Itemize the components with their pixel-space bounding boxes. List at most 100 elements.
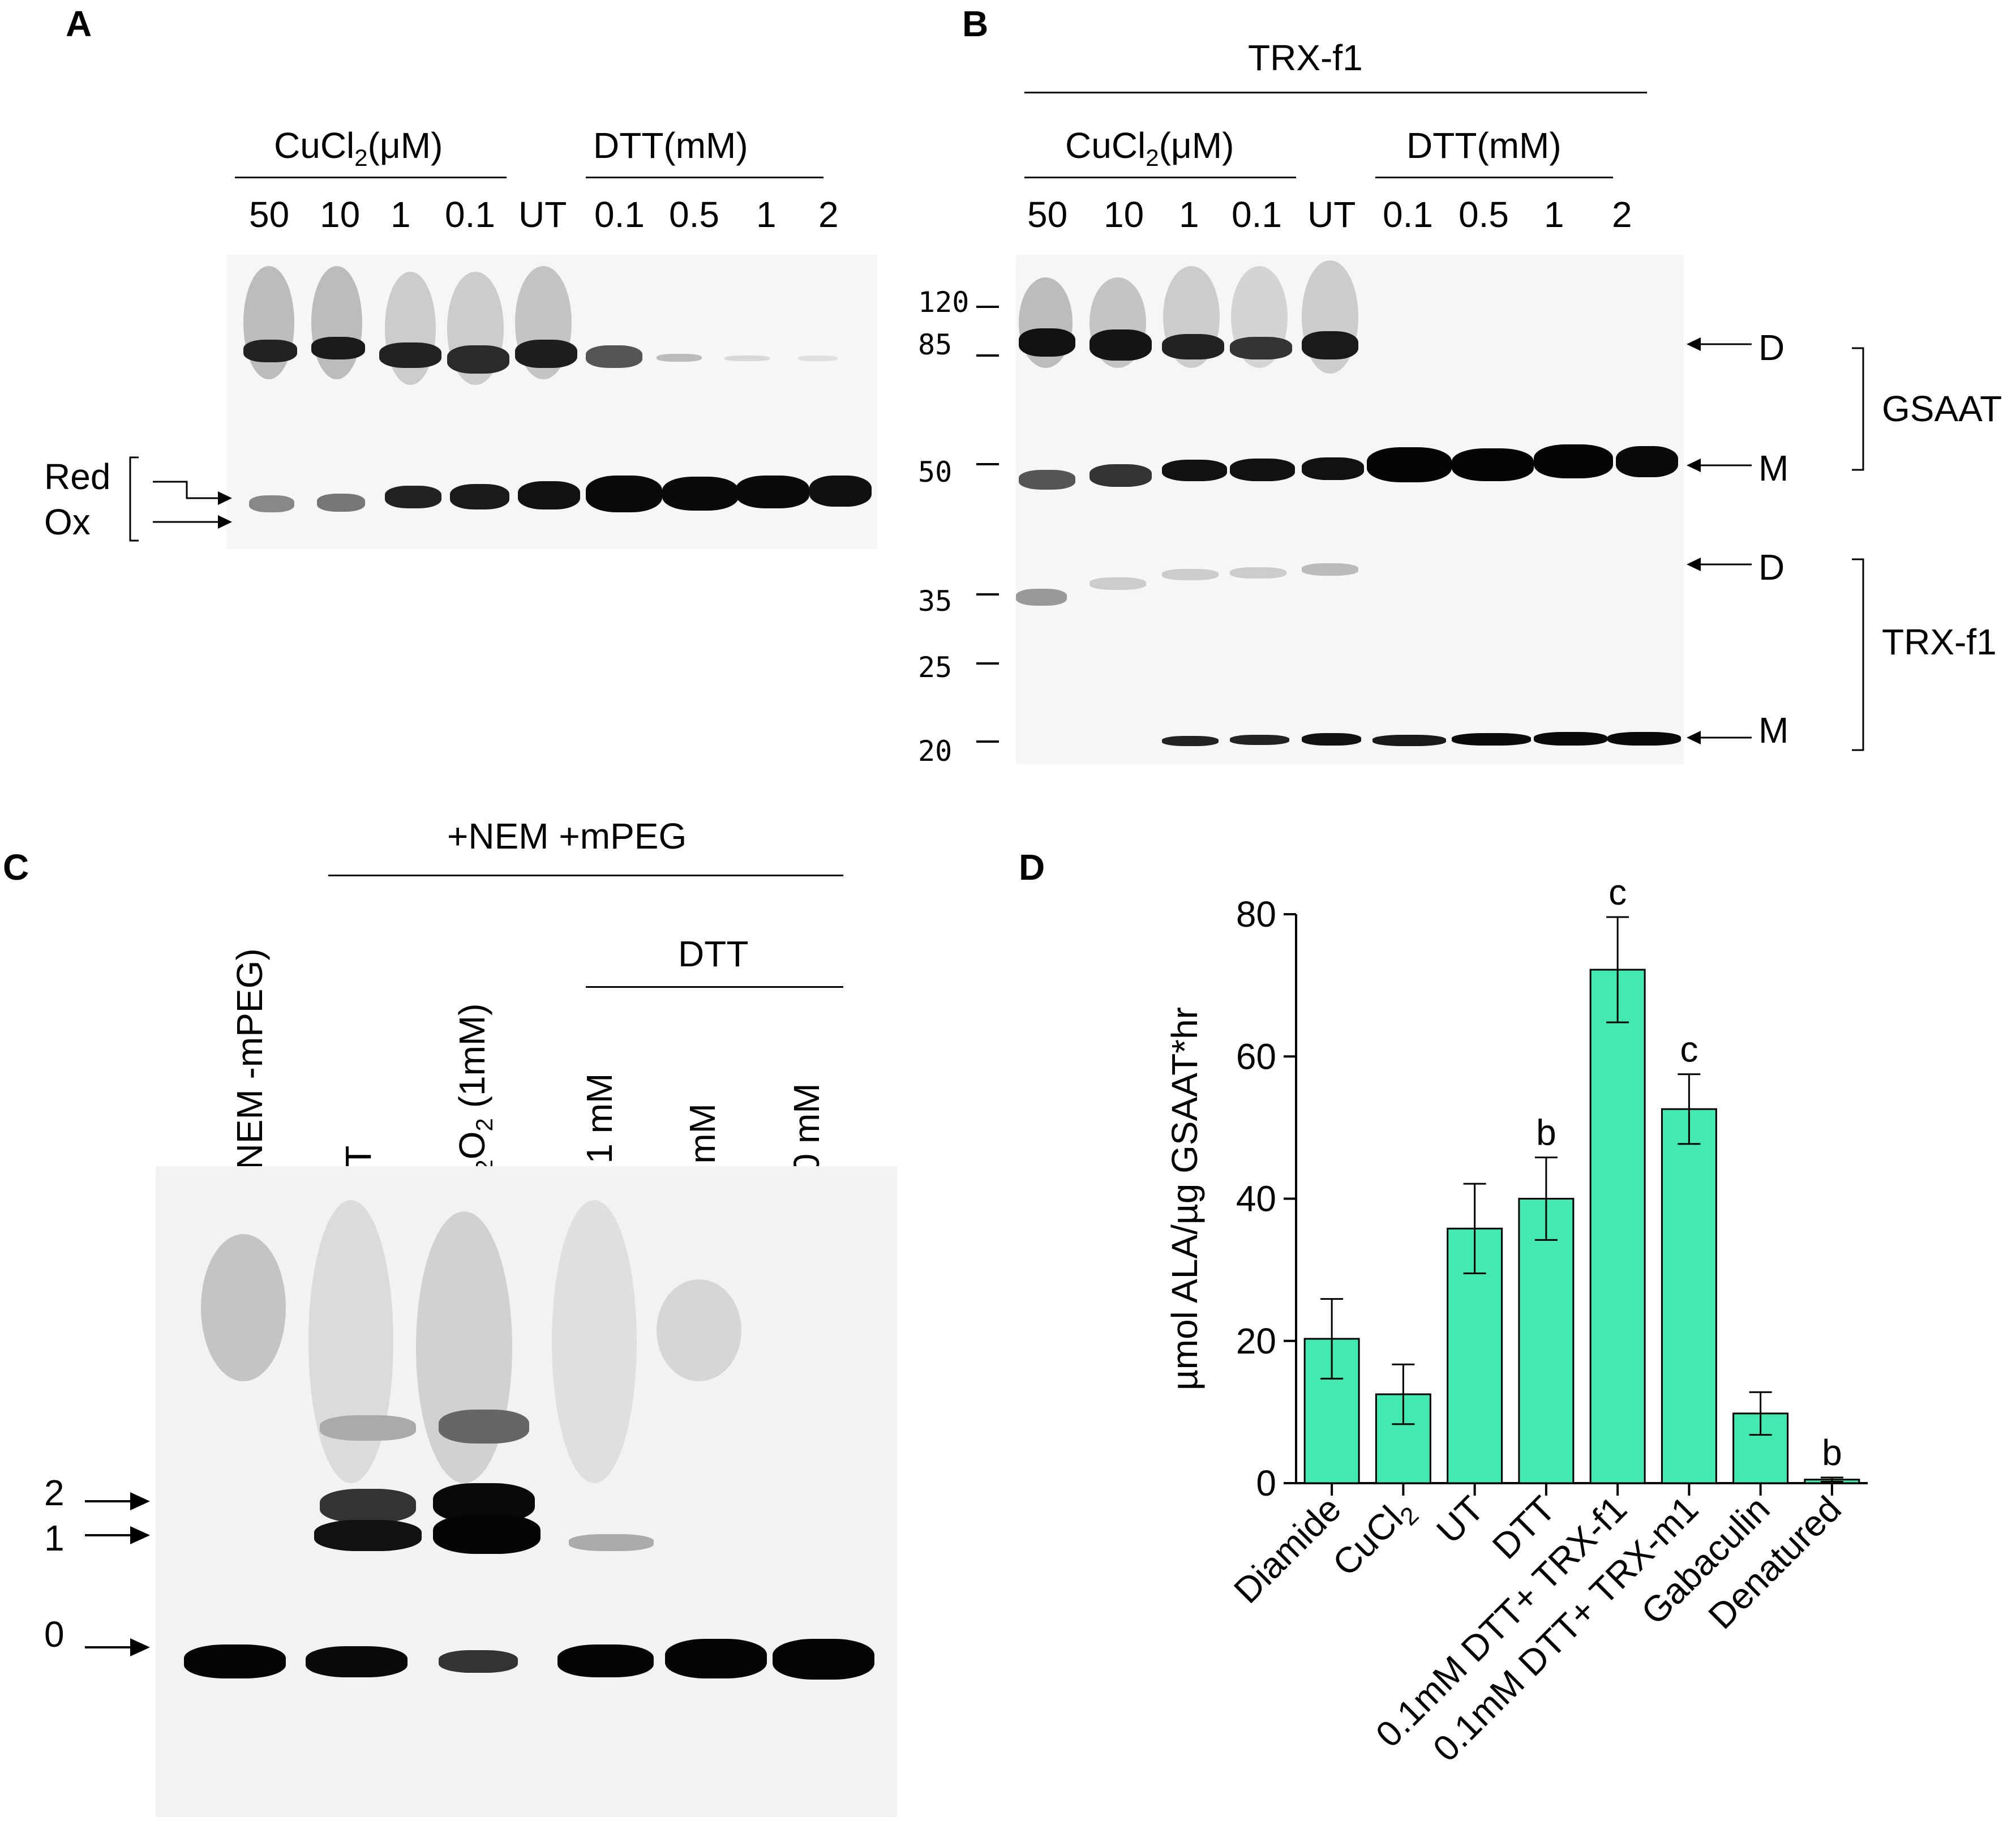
band [1452,448,1534,481]
y-axis-label: µmol ALA/µg GSAAT*hr [1164,1007,1205,1390]
panel-a-ox-label: Ox [44,502,91,542]
panel-c-arrows [85,1492,150,1656]
band [385,486,441,508]
mw-marker: 50 [918,456,953,489]
mw-marker: 20 [918,735,953,768]
band [773,1639,874,1680]
band [439,1410,529,1444]
panel-b-blot [1016,255,1684,764]
panel-a-lane-label: 0.1 [445,194,495,235]
band [662,477,739,511]
band [1090,577,1146,590]
y-tick-label: 60 [1236,1036,1276,1077]
band [798,356,838,361]
panel-b-dtt-header: DTT(mM) [1406,125,1562,166]
panel-a-lane-label: 50 [249,194,290,235]
band [1162,460,1227,481]
band [184,1644,286,1678]
panel-a-dtt-rule [586,177,823,178]
bar [1447,1227,1503,1484]
panel-a-blot [226,255,877,549]
band [724,356,770,361]
band [447,345,509,374]
y-tick-label: 20 [1236,1321,1276,1361]
panel-c-dtt-header: DTT [678,933,749,974]
band [311,337,365,359]
panel-b-lane-label: 1 [1544,194,1564,235]
significance-label: b [1536,1112,1556,1153]
panel-b-d-label: D [1758,327,1785,368]
panel-b-lane-label: UT [1307,194,1356,235]
panel-a-lane-label: 1 [756,194,777,235]
panel-b-dtt-rule [1375,177,1613,178]
band [569,1534,654,1551]
panel-c-blot [156,1166,897,1817]
panel-c-label: C [3,847,29,888]
panel-a-cucl2-header: CuCl2(μM) [274,125,443,171]
panel-c-marker-label: 2 [44,1472,65,1513]
panel-b-lane-label: 1 [1179,194,1199,235]
band [439,1650,518,1673]
band [1090,329,1152,361]
panel-a-lane-label: 2 [818,194,839,235]
band [1607,732,1681,746]
band [586,345,642,368]
panel-b-lane-label: 2 [1612,194,1632,235]
smear [311,266,362,379]
bar [1518,1198,1575,1484]
band [1372,735,1446,746]
panel-a-label: A [66,3,92,44]
band [586,476,662,512]
panel-c-marker-label: 1 [44,1518,65,1558]
panel-b-lane-label: 0.1 [1232,194,1282,235]
x-tick-label: UT [1429,1488,1491,1551]
band [317,494,365,512]
significance-label: b [1822,1432,1842,1473]
panel-c-dtt-rule [586,986,843,988]
band [450,484,509,509]
band [1090,464,1152,487]
bar [1589,969,1646,1484]
significance-label: c [1680,1029,1698,1070]
band [1162,736,1219,746]
panel-b-top-header: TRX-f1 [1248,37,1363,78]
mw-marker: 35 [918,585,953,618]
smear [308,1200,393,1483]
smear [657,1279,741,1381]
smear [552,1200,637,1483]
panel-b-d-label: D [1758,547,1785,588]
x-tick-label: CuCl2 [1324,1488,1424,1588]
mw-marker: 25 [918,651,953,684]
panel-b-lane-label: 10 [1104,194,1144,235]
band [736,476,809,508]
panel-c-header-rule [328,875,843,876]
panel-b-cucl2-header: CuCl2(μM) [1065,125,1234,171]
band [1302,563,1358,576]
band [1616,446,1678,477]
band [557,1644,654,1677]
band [1230,337,1292,359]
band [1019,470,1075,490]
band [1230,735,1289,745]
band [1367,447,1452,482]
band [306,1646,408,1677]
band [243,340,297,362]
panel-b-m-label: M [1758,710,1789,751]
significance-label: c [1608,872,1627,913]
band [1162,334,1224,359]
panel-b-label: B [962,3,989,44]
y-tick-label: 80 [1236,894,1276,935]
panel-b-cucl2-rule [1024,177,1296,178]
mw-marker: 85 [918,328,953,361]
band [249,495,294,512]
panel-c-marker-label: 0 [44,1614,65,1655]
band [314,1520,422,1551]
band [1534,732,1607,746]
panel-a-lane-label: UT [518,194,567,235]
panel-b-lane-label: 0.5 [1459,194,1509,235]
band [1230,567,1286,579]
panel-c-lane-label: (-NEM -mPEG) [229,948,270,1194]
mw-marker: 120 [918,286,970,319]
panel-a-red-label: Red [44,456,111,497]
